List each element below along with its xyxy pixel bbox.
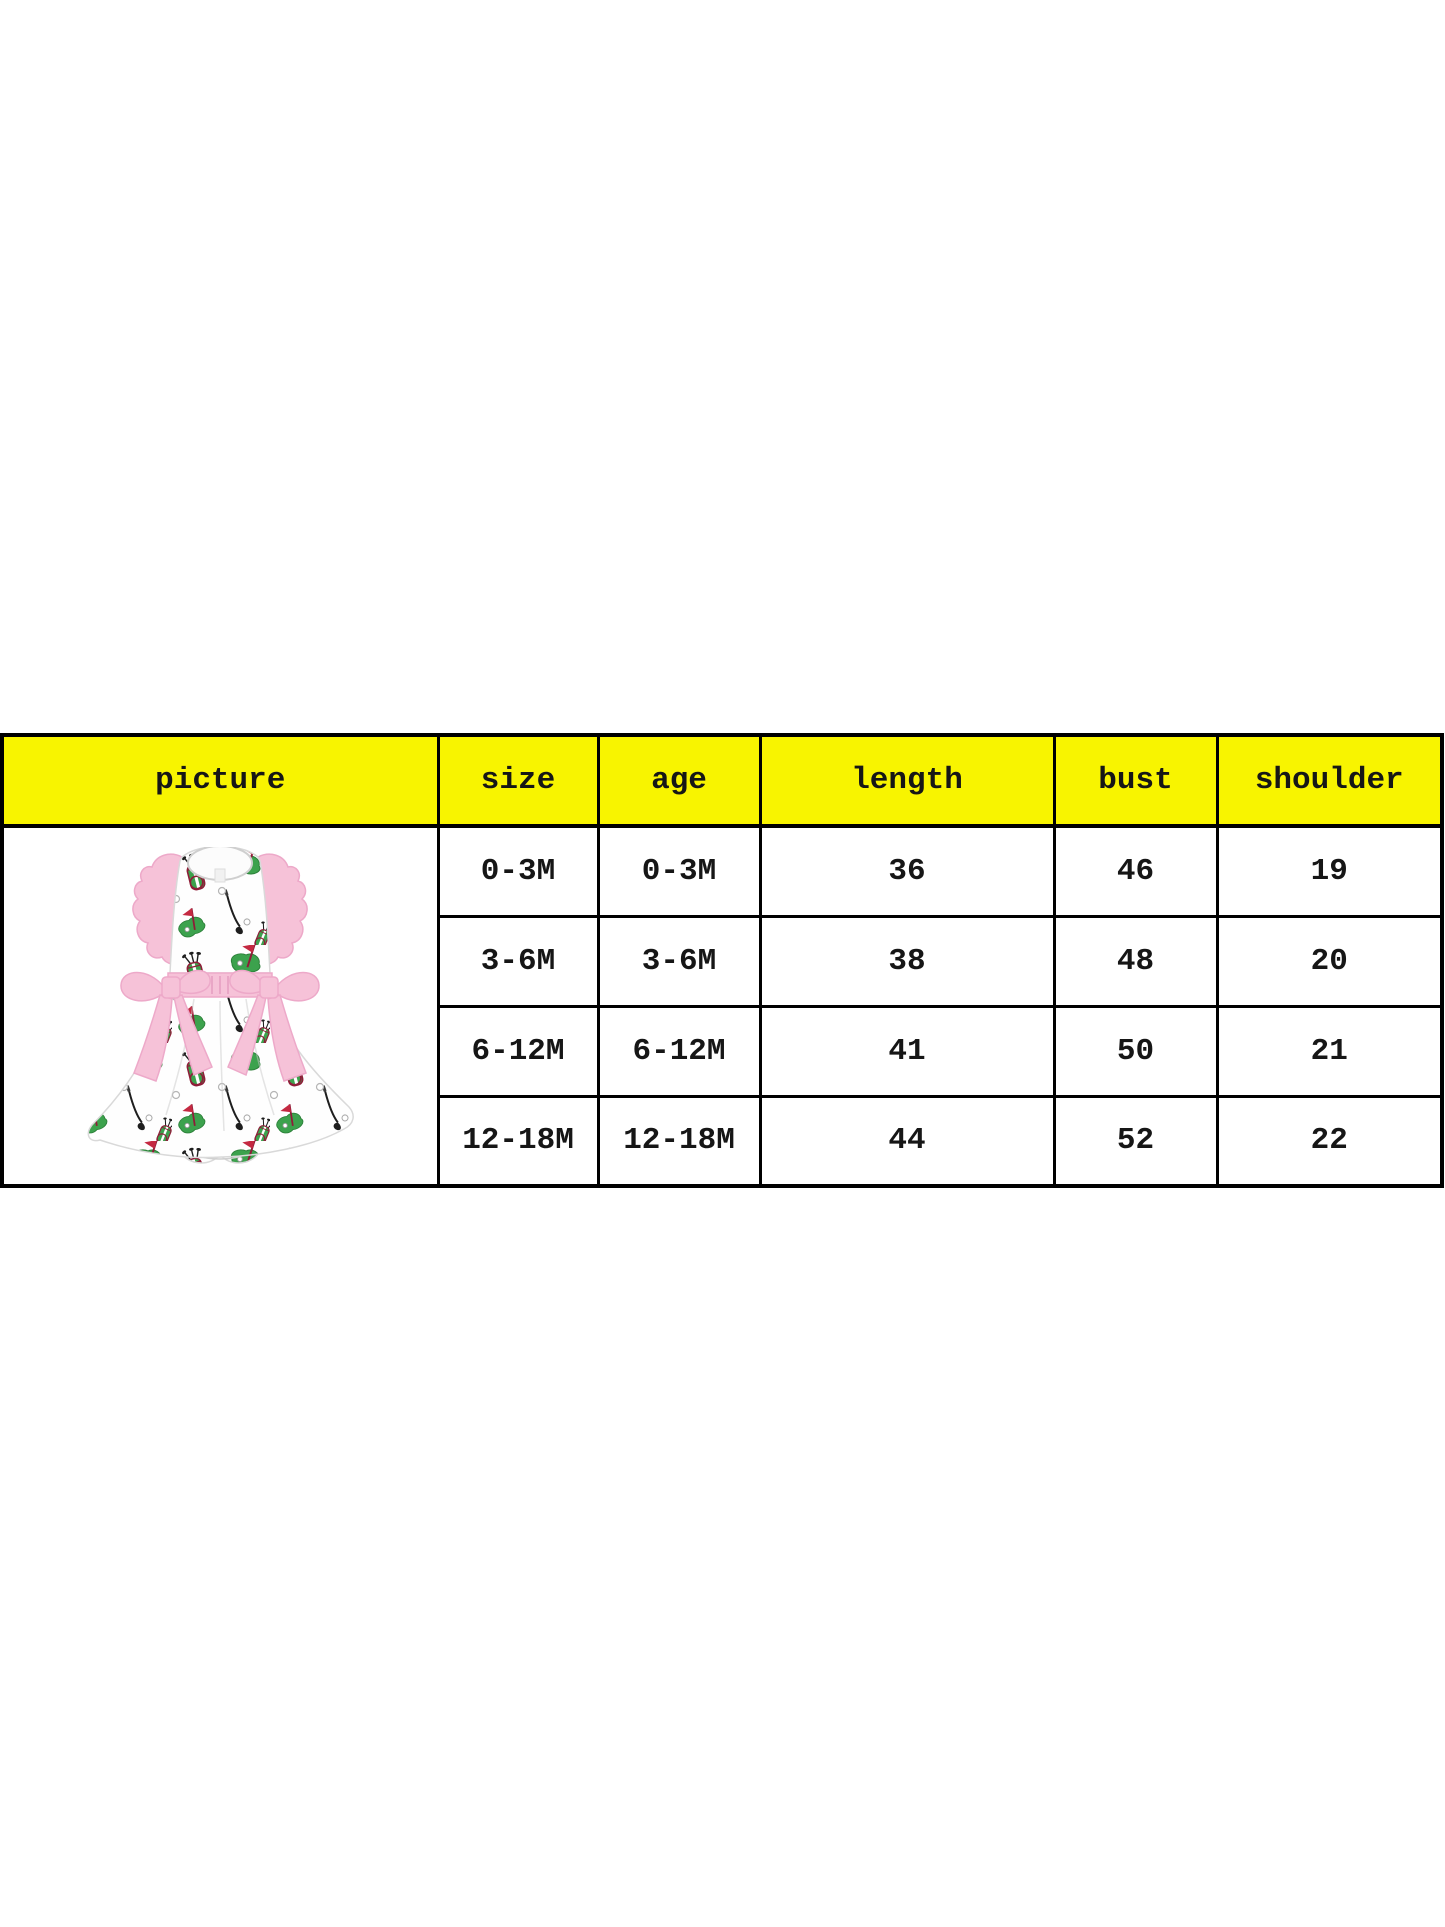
cell-age-2: 6-12M — [596, 1004, 762, 1098]
header-size: size — [436, 733, 600, 828]
cell-bust-3: 52 — [1052, 1094, 1219, 1188]
header-bust: bust — [1052, 733, 1219, 828]
cell-size-0: 0-3M — [436, 824, 600, 918]
cell-length-1: 38 — [758, 914, 1056, 1008]
cell-size-3: 12-18M — [436, 1094, 600, 1188]
size-chart-table: picture size age length bust shoulder — [0, 733, 1444, 1188]
cell-bust-2: 50 — [1052, 1004, 1219, 1098]
cell-size-2: 6-12M — [436, 1004, 600, 1098]
header-picture: picture — [0, 733, 440, 828]
table-row: 3-6M 3-6M 38 48 20 — [2, 914, 1444, 1008]
header-length: length — [758, 733, 1056, 828]
header-shoulder: shoulder — [1215, 733, 1444, 828]
cell-bust-0: 46 — [1052, 824, 1219, 918]
cell-bust-1: 48 — [1052, 914, 1219, 1008]
cell-shoulder-3: 22 — [1215, 1094, 1444, 1188]
picture-cell — [0, 824, 440, 1188]
table-row: 6-12M 6-12M 41 50 21 — [2, 1004, 1444, 1098]
cell-length-3: 44 — [758, 1094, 1056, 1188]
cell-shoulder-0: 19 — [1215, 824, 1444, 918]
cell-length-0: 36 — [758, 824, 1056, 918]
cell-age-3: 12-18M — [596, 1094, 762, 1188]
cell-length-2: 41 — [758, 1004, 1056, 1098]
table-row: 0-3M 0-3M 36 46 19 — [0, 824, 1444, 1188]
table-row: 12-18M 12-18M 44 52 22 — [2, 1094, 1444, 1188]
cell-age-1: 3-6M — [596, 914, 762, 1008]
cell-size-1: 3-6M — [436, 914, 600, 1008]
cell-shoulder-2: 21 — [1215, 1004, 1444, 1098]
cell-shoulder-1: 20 — [1215, 914, 1444, 1008]
header-row: picture size age length bust shoulder — [0, 733, 1444, 828]
cell-age-0: 0-3M — [596, 824, 762, 918]
product-image-golf-romper — [87, 847, 355, 1164]
header-age: age — [596, 733, 762, 828]
